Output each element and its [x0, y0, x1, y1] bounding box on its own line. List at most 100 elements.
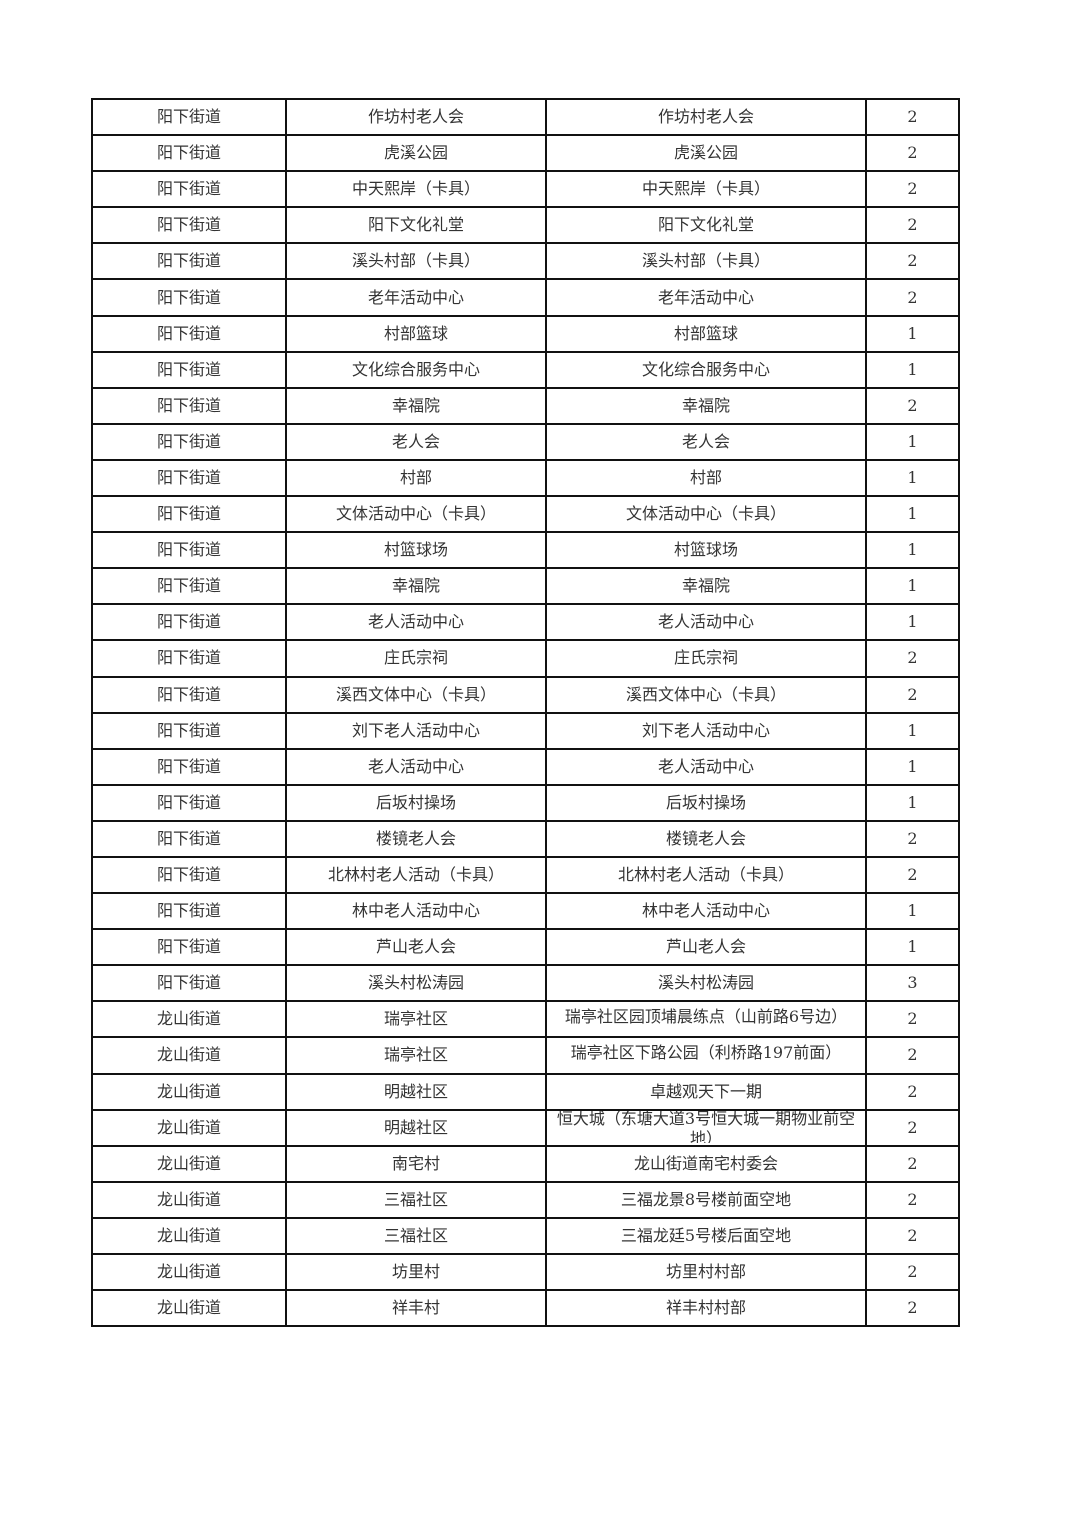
cell-text: 阳下街道	[156, 251, 221, 271]
table-row: 阳下街道 村部篮球 村部篮球 1	[91, 314, 960, 353]
cell-text: 老人活动中心	[367, 612, 464, 632]
cell-text: 中天熙岸（卡具）	[641, 179, 770, 199]
cell-text: 幸福院	[681, 576, 730, 596]
street-cell: 阳下街道	[91, 892, 287, 931]
count-cell: 1	[865, 422, 960, 461]
street-cell: 阳下街道	[91, 928, 287, 967]
count-cell: 2	[865, 170, 960, 209]
table-row: 阳下街道 老年活动中心 老年活动中心 2	[91, 278, 960, 317]
location-cell: 三福龙廷5号楼后面空地	[545, 1216, 867, 1256]
cell-text: 老人活动中心	[657, 612, 754, 632]
street-cell: 龙山街道	[91, 1180, 287, 1219]
community-cell: 村篮球场	[285, 531, 547, 570]
location-cell: 北林村老人活动（卡具）	[545, 855, 867, 895]
cell-text: 1	[907, 576, 918, 596]
cell-text: 阳下街道	[156, 792, 221, 812]
table-row: 阳下街道 阳下文化礼堂 阳下文化礼堂 2	[91, 206, 960, 245]
community-cell: 三福社区	[285, 1216, 547, 1256]
cell-text: 龙山街道	[156, 1262, 221, 1282]
cell-text: 三福龙景8号楼前面空地	[620, 1189, 792, 1209]
community-cell: 坊里村	[285, 1252, 547, 1292]
cell-text: 中天熙岸（卡具）	[351, 179, 480, 199]
cell-text: 幸福院	[391, 395, 440, 415]
cell-text: 龙山街道	[156, 1009, 221, 1029]
cell-text: 老人活动中心	[657, 756, 754, 776]
location-cell: 老人活动中心	[545, 603, 867, 642]
cell-text: 2	[907, 395, 918, 415]
location-cell: 老年活动中心	[545, 278, 867, 317]
cell-text: 林中老人活动中心	[351, 901, 480, 921]
cell-text: 2	[907, 1117, 918, 1137]
table-row: 阳下街道 庄氏宗祠 庄氏宗祠 2	[91, 639, 960, 678]
community-cell: 老人会	[285, 422, 547, 461]
cell-text: 龙山街道	[156, 1081, 221, 1101]
table-row: 阳下街道 幸福院 幸福院 2	[91, 386, 960, 425]
cell-text: 2	[907, 865, 918, 885]
count-cell: 2	[865, 1000, 960, 1039]
community-cell: 文体活动中心（卡具）	[285, 495, 547, 534]
table-row: 阳下街道 虎溪公园 虎溪公园 2	[91, 134, 960, 173]
street-cell: 龙山街道	[91, 1000, 287, 1039]
cell-text: 老人活动中心	[367, 756, 464, 776]
cell-text: 村部	[689, 467, 722, 487]
table-row: 龙山街道 明越社区 恒大城（东塘大道3号恒大城一期物业前空地） 2	[91, 1108, 960, 1147]
count-cell: 2	[865, 97, 960, 137]
cell-text: 阳下街道	[156, 828, 221, 848]
cell-text: 村部篮球	[383, 323, 448, 343]
cell-text: 庄氏宗祠	[383, 648, 448, 668]
cell-text: 阳下街道	[156, 504, 221, 524]
cell-text: 楼镜老人会	[375, 828, 456, 848]
cell-text: 村部	[399, 467, 432, 487]
cell-text: 溪头村部（卡具）	[351, 251, 480, 271]
count-cell: 1	[865, 458, 960, 498]
cell-text: 文化综合服务中心	[641, 359, 770, 379]
count-cell: 1	[865, 531, 960, 570]
table-row: 龙山街道 瑞亭社区 瑞亭社区园顶埔晨练点（山前路6号边） 2	[91, 1000, 960, 1039]
community-cell: 祥丰村	[285, 1289, 547, 1328]
count-cell: 1	[865, 892, 960, 931]
street-cell: 阳下街道	[91, 603, 287, 642]
cell-text: 阳下街道	[156, 756, 221, 776]
count-cell: 2	[865, 1180, 960, 1219]
table-row: 阳下街道 溪西文体中心（卡具） 溪西文体中心（卡具） 2	[91, 675, 960, 714]
location-cell: 阳下文化礼堂	[545, 206, 867, 245]
count-cell: 2	[865, 242, 960, 281]
street-cell: 龙山街道	[91, 1252, 287, 1292]
count-cell: 2	[865, 1036, 960, 1075]
location-cell: 龙山街道南宅村委会	[545, 1144, 867, 1183]
cell-text: 阳下文化礼堂	[657, 215, 754, 235]
street-cell: 阳下街道	[91, 531, 287, 570]
cell-text: 阳下街道	[156, 937, 221, 957]
cell-text: 阳下街道	[156, 612, 221, 632]
street-cell: 阳下街道	[91, 458, 287, 498]
community-cell: 后坂村操场	[285, 783, 547, 822]
table-row: 阳下街道 北林村老人活动（卡具） 北林村老人活动（卡具） 2	[91, 855, 960, 895]
community-cell: 老人活动中心	[285, 747, 547, 786]
street-cell: 龙山街道	[91, 1108, 287, 1147]
count-cell: 2	[865, 134, 960, 173]
community-cell: 村部篮球	[285, 314, 547, 353]
table-row: 阳下街道 村篮球场 村篮球场 1	[91, 531, 960, 570]
cell-text: 龙山街道南宅村委会	[633, 1153, 778, 1173]
cell-text: 龙山街道	[156, 1298, 221, 1318]
community-cell: 虎溪公园	[285, 134, 547, 173]
cell-text: 阳下街道	[156, 215, 221, 235]
table-row: 龙山街道 三福社区 三福龙景8号楼前面空地 2	[91, 1180, 960, 1219]
community-cell: 瑞亭社区	[285, 1036, 547, 1075]
cell-text: 明越社区	[383, 1081, 448, 1101]
count-cell: 2	[865, 1072, 960, 1111]
table-row: 阳下街道 中天熙岸（卡具） 中天熙岸（卡具） 2	[91, 170, 960, 209]
cell-text: 刘下老人活动中心	[351, 720, 480, 740]
table-row: 阳下街道 林中老人活动中心 林中老人活动中心 1	[91, 892, 960, 931]
street-cell: 阳下街道	[91, 783, 287, 822]
community-cell: 刘下老人活动中心	[285, 711, 547, 750]
cell-text: 阳下街道	[156, 720, 221, 740]
street-cell: 龙山街道	[91, 1144, 287, 1183]
cell-text: 2	[907, 648, 918, 668]
table-row: 阳下街道 楼镜老人会 楼镜老人会 2	[91, 819, 960, 858]
count-cell: 1	[865, 567, 960, 606]
count-cell: 2	[865, 1252, 960, 1292]
count-cell: 2	[865, 675, 960, 714]
cell-text: 溪头村部（卡具）	[641, 251, 770, 271]
community-cell: 文化综合服务中心	[285, 350, 547, 389]
